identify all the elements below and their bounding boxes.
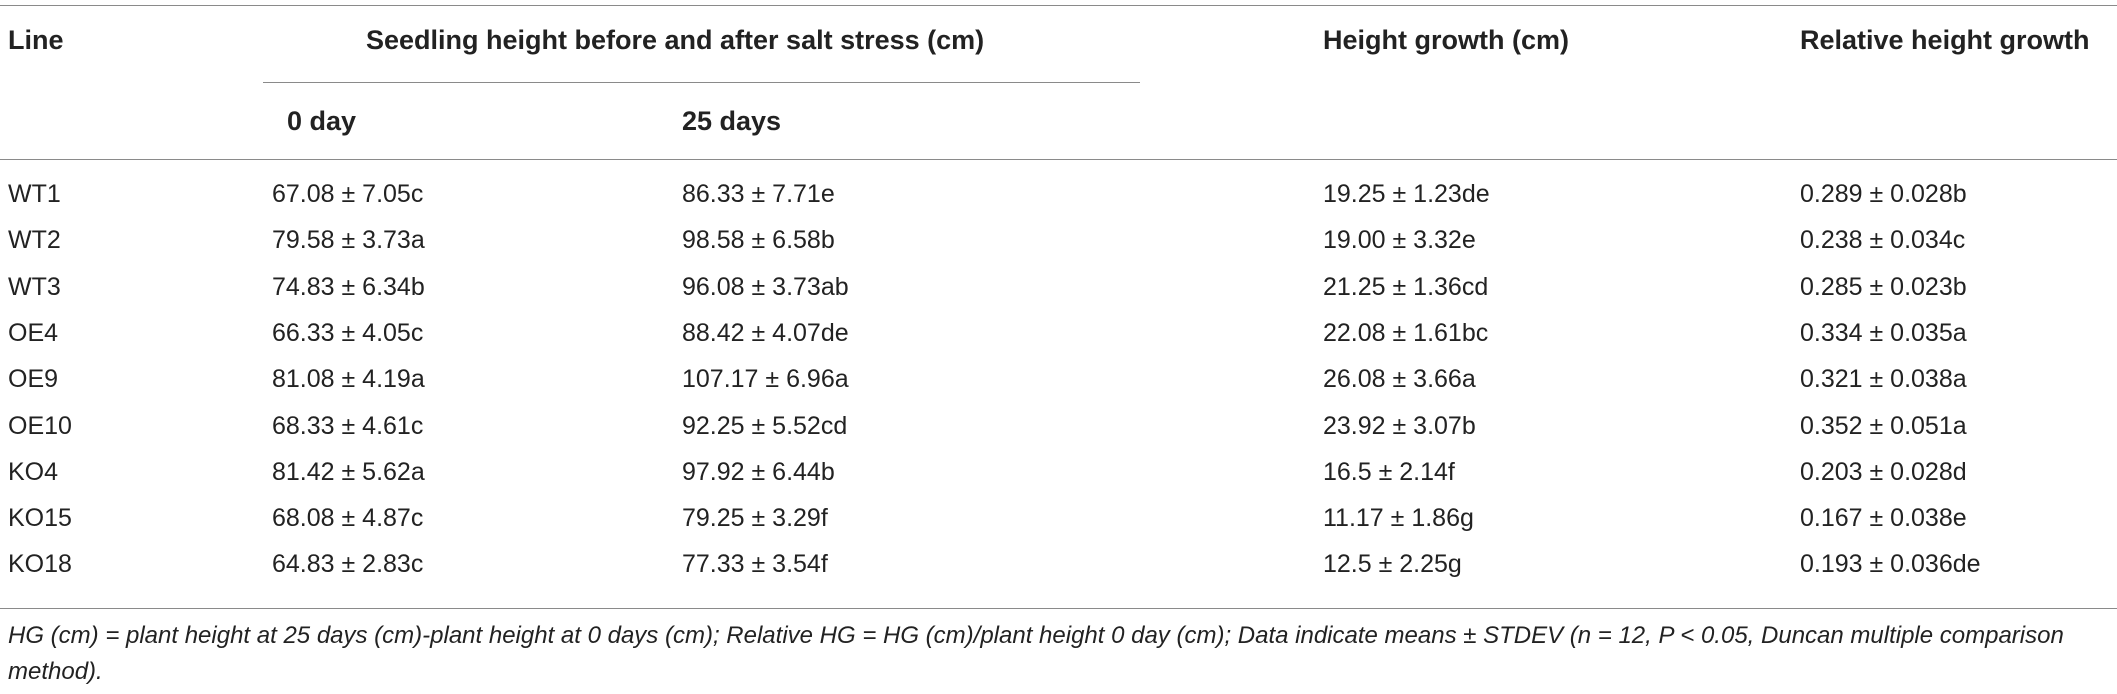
cell-relative-growth: 0.167 ± 0.038e [1800,504,1967,532]
cell-day25: 79.25 ± 3.29f [682,504,828,532]
cell-line: OE10 [8,412,72,440]
header-height-growth: Height growth (cm) [1323,25,1569,55]
cell-day0: 68.33 ± 4.61c [272,412,424,440]
header-day25: 25 days [682,106,782,136]
cell-day25: 86.33 ± 7.71e [682,180,835,208]
cell-day25: 97.92 ± 6.44b [682,458,835,486]
cell-relative-growth: 0.289 ± 0.028b [1800,180,1967,208]
cell-day25: 77.33 ± 3.54f [682,550,828,578]
cell-relative-growth: 0.203 ± 0.028d [1800,458,1967,486]
cell-height-growth: 23.92 ± 3.07b [1323,412,1476,440]
cell-day0: 81.42 ± 5.62a [272,458,425,486]
cell-height-growth: 16.5 ± 2.14f [1323,458,1455,486]
cell-height-growth: 11.17 ± 1.86g [1323,504,1474,532]
table-top-rule [0,5,2117,6]
cell-line: OE4 [8,319,59,347]
cell-day25: 92.25 ± 5.52cd [682,412,848,440]
cell-day0: 67.08 ± 7.05c [272,180,424,208]
cell-height-growth: 12.5 ± 2.25g [1323,550,1462,578]
cell-relative-growth: 0.193 ± 0.036de [1800,550,1981,578]
cell-relative-growth: 0.352 ± 0.051a [1800,412,1967,440]
header-bottom-rule [0,159,2117,160]
column-group-rule [263,82,1140,83]
cell-day0: 68.08 ± 4.87c [272,504,424,532]
cell-day0: 74.83 ± 6.34b [272,273,425,301]
cell-height-growth: 22.08 ± 1.61bc [1323,319,1489,347]
header-line: Line [8,25,64,55]
cell-line: KO4 [8,458,59,486]
cell-relative-growth: 0.285 ± 0.023b [1800,273,1967,301]
cell-day25: 96.08 ± 3.73ab [682,273,849,301]
cell-day25: 88.42 ± 4.07de [682,319,849,347]
cell-line: KO15 [8,504,72,532]
cell-line: KO18 [8,550,72,578]
cell-height-growth: 26.08 ± 3.66a [1323,365,1476,393]
cell-relative-growth: 0.334 ± 0.035a [1800,319,1967,347]
cell-day0: 64.83 ± 2.83c [272,550,424,578]
cell-line: OE9 [8,365,59,393]
header-relative-growth: Relative height growth [1800,25,2090,55]
cell-line: WT2 [8,226,61,254]
cell-height-growth: 19.00 ± 3.32e [1323,226,1476,254]
cell-line: WT1 [8,180,61,208]
header-day0: 0 day [287,106,357,136]
cell-day0: 81.08 ± 4.19a [272,365,425,393]
table-footnote: HG (cm) = plant height at 25 days (cm)-p… [8,622,2064,685]
cell-day25: 107.17 ± 6.96a [682,365,849,393]
cell-height-growth: 19.25 ± 1.23de [1323,180,1490,208]
cell-day0: 66.33 ± 4.05c [272,319,424,347]
cell-relative-growth: 0.321 ± 0.038a [1800,365,1967,393]
cell-line: WT3 [8,273,61,301]
cell-relative-growth: 0.238 ± 0.034c [1800,226,1966,254]
table-bottom-rule [0,608,2117,609]
cell-height-growth: 21.25 ± 1.36cd [1323,273,1489,301]
cell-day0: 79.58 ± 3.73a [272,226,425,254]
cell-day25: 98.58 ± 6.58b [682,226,835,254]
header-seedling-height: Seedling height before and after salt st… [366,25,985,55]
